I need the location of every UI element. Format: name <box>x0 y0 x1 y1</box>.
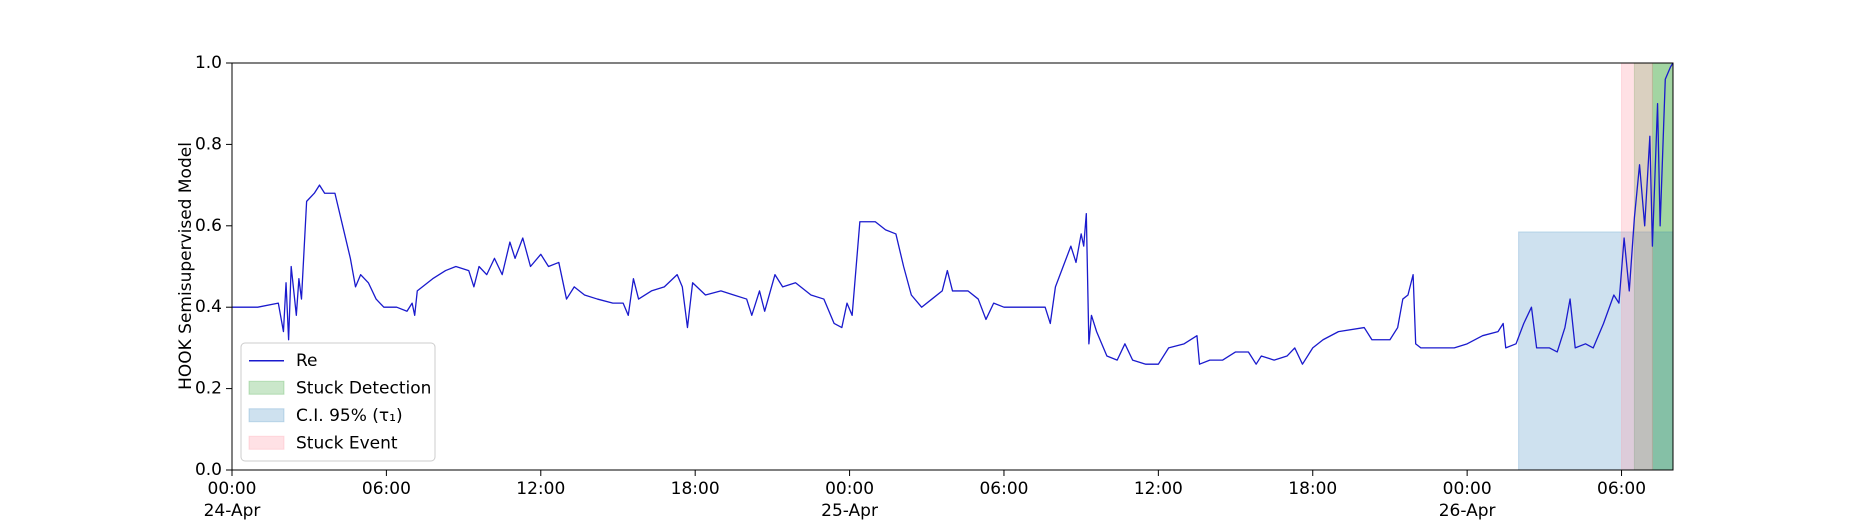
line <box>232 62 1674 365</box>
x-tick-label: 12:00 <box>516 479 565 499</box>
legend-label: Stuck Detection <box>296 378 431 398</box>
x-tick-label: 18:00 <box>671 479 720 499</box>
legend-label: Stuck Event <box>296 433 398 453</box>
x-tick-label: 06:00 <box>979 479 1028 499</box>
span <box>1633 62 1674 471</box>
legend-box <box>240 342 436 462</box>
x-tick-label: 00:00 26-Apr <box>1439 479 1496 521</box>
y-tick-label: 0.4 <box>195 297 222 317</box>
span <box>1518 231 1674 471</box>
x-tick-label: 18:00 <box>1288 479 1337 499</box>
axes-frame <box>231 62 1674 471</box>
legend-label: Re <box>296 351 318 371</box>
x-tick-label: 12:00 <box>1134 479 1183 499</box>
y-axis-label: HOOK Semisupervised Model <box>176 142 196 390</box>
span <box>1621 62 1653 471</box>
y-tick-label: 1.0 <box>195 53 222 73</box>
legend-label: C.I. 95% (τ₁) <box>296 406 403 426</box>
x-tick-label: 06:00 <box>1597 479 1646 499</box>
x-tick-label: 06:00 <box>362 479 411 499</box>
legend-patch <box>248 435 285 450</box>
y-tick-label: 0.6 <box>195 216 222 236</box>
legend-patch <box>248 380 285 395</box>
y-tick-label: 0.2 <box>195 379 222 399</box>
y-tick-label: 0.8 <box>195 134 222 154</box>
y-tick-label: 0.0 <box>195 460 222 480</box>
legend-patch <box>248 408 285 423</box>
x-tick-label: 00:00 25-Apr <box>821 479 878 521</box>
